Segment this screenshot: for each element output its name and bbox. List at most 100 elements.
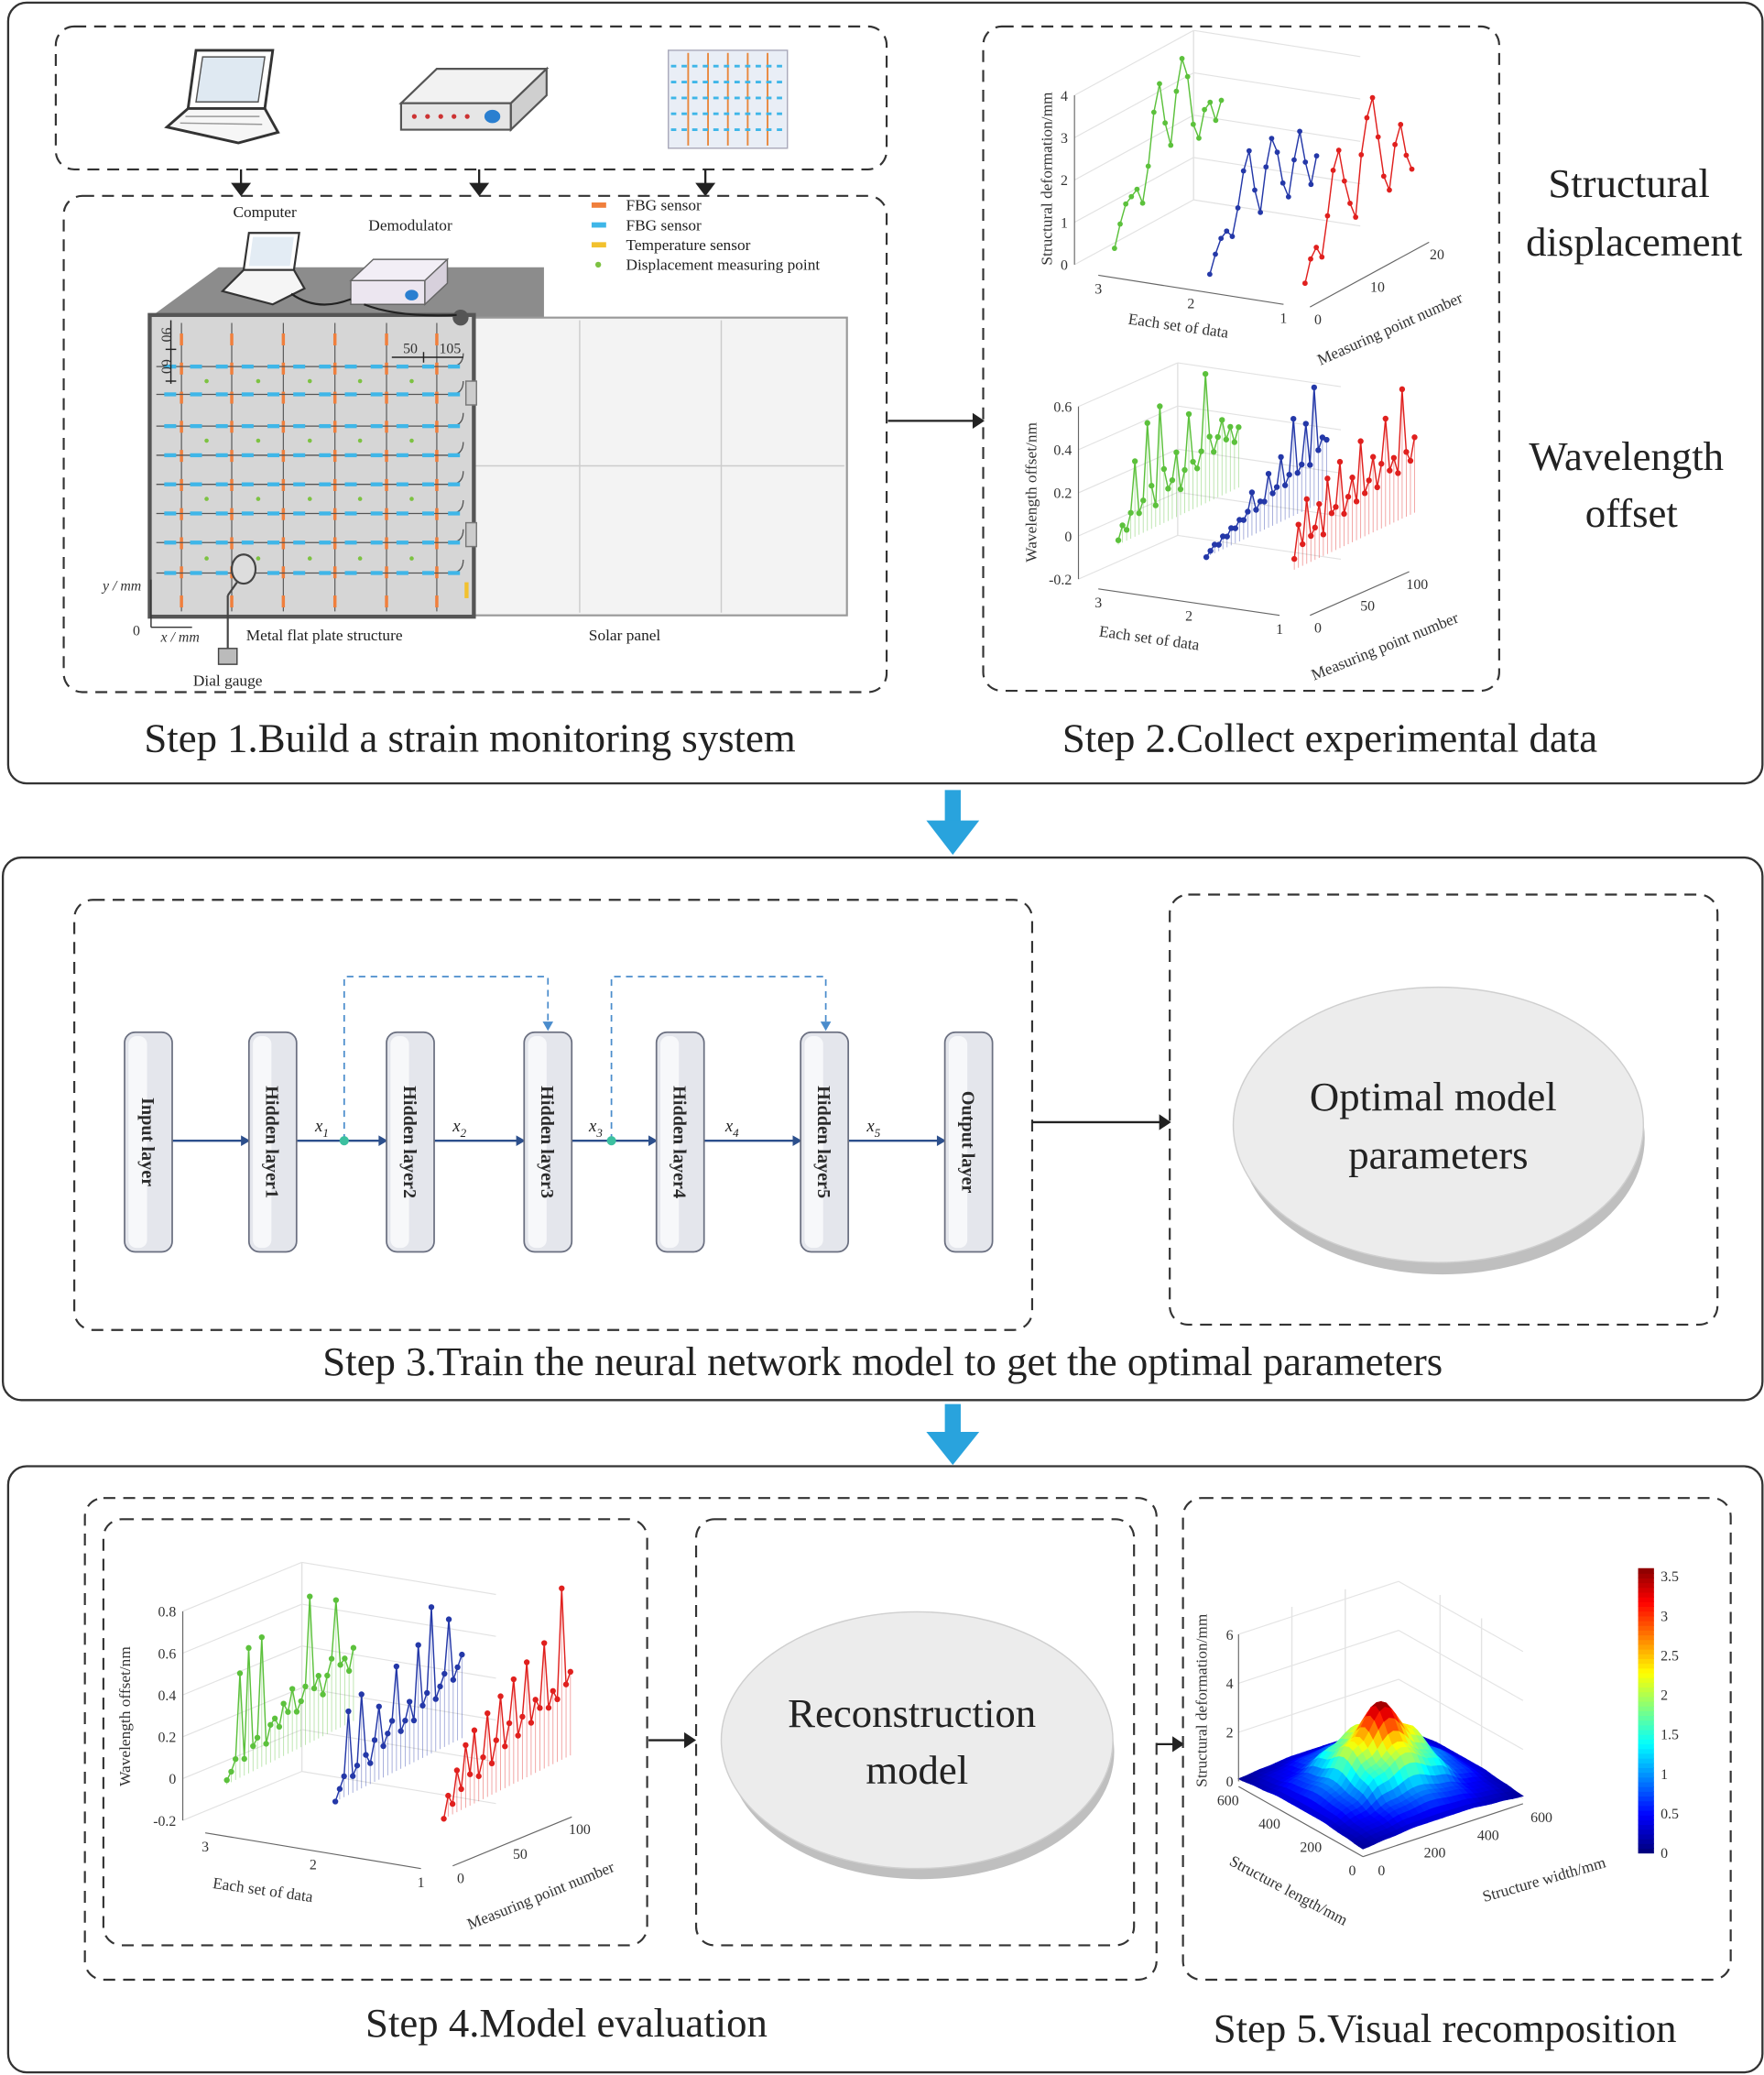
data-point	[1240, 517, 1247, 523]
fbg-sensor-orange	[435, 478, 439, 491]
fbg-sensor-blue	[422, 392, 435, 397]
data-point	[285, 1709, 291, 1715]
layer-highlight	[948, 1036, 968, 1249]
data-point	[1119, 522, 1126, 529]
data-point	[1169, 476, 1176, 484]
fbg-sensor-orange	[281, 362, 286, 375]
fbg-sensor-blue	[241, 511, 254, 516]
fbg-sensor-blue	[293, 364, 306, 369]
fbg-sensor-orange	[332, 420, 337, 433]
data-point	[1336, 458, 1344, 465]
fbg-sensor-blue	[422, 541, 435, 545]
data-point	[1263, 164, 1269, 170]
data-point	[345, 1667, 353, 1675]
layer-highlight	[660, 1036, 680, 1249]
system-box	[62, 194, 888, 693]
data-point	[445, 1616, 452, 1622]
signal-label: x4	[724, 1117, 739, 1140]
data-point	[298, 1698, 304, 1705]
grid-line	[301, 1645, 496, 1679]
data-point	[463, 1742, 469, 1749]
signal-label: x2	[452, 1117, 466, 1140]
set-tick-label: 1	[418, 1875, 425, 1891]
data-point	[1311, 384, 1318, 391]
fbg-sensor-blue	[164, 571, 177, 575]
legend-label: FBG sensor	[626, 197, 702, 214]
data-point	[367, 1760, 374, 1766]
grid-line	[1078, 534, 1179, 580]
colorbar-segment	[1638, 1720, 1654, 1726]
data-point	[1245, 508, 1251, 515]
colorbar-segment	[1638, 1743, 1654, 1750]
neural-network: Input layer Hidden layer1 Hidden layer2 Hid…	[124, 976, 994, 1253]
fbg-sensor-orange	[385, 508, 388, 520]
fbg-sensor-orange	[385, 566, 388, 579]
colorbar-tick-label: 0.5	[1661, 1807, 1679, 1822]
data-point	[1128, 193, 1135, 200]
fbg-sensor-blue	[267, 511, 280, 516]
colorbar-segment	[1638, 1767, 1654, 1774]
fbg-sensor-blue	[422, 482, 435, 486]
data-point	[458, 1786, 464, 1793]
data-point	[1345, 494, 1352, 500]
fbg-sensor-orange	[180, 508, 183, 520]
colorbar-segment	[1638, 1648, 1654, 1655]
laptop-icon	[164, 49, 280, 145]
colorbar-segment	[1638, 1663, 1654, 1669]
skip-node	[606, 1136, 616, 1146]
displacement-measuring-point	[409, 438, 414, 443]
data-point	[497, 1693, 504, 1699]
data-point	[250, 1742, 256, 1750]
z-tick-label: 1	[1061, 215, 1068, 231]
data-point	[1207, 548, 1214, 554]
series-line	[1304, 97, 1413, 284]
mp-axis	[452, 1816, 572, 1867]
data-point	[342, 1655, 348, 1662]
fbg-sensor-orange	[332, 537, 337, 550]
fbg-sensor-orange	[385, 391, 388, 404]
data-point	[459, 1651, 465, 1658]
colorbar-tick-label: 2.5	[1661, 1648, 1679, 1664]
data-point	[510, 1676, 517, 1683]
colorbar-segment	[1638, 1796, 1654, 1802]
fbg-sensor-blue	[396, 364, 408, 369]
displacement-measuring-point	[204, 497, 209, 501]
data-point	[502, 1743, 508, 1750]
data-point	[562, 1681, 570, 1687]
grid-line	[1193, 199, 1361, 227]
data-point	[1299, 461, 1305, 468]
fbg-sensor-orange	[435, 508, 439, 520]
colorbar-tick-label: 1	[1661, 1767, 1668, 1783]
colorbar-segment	[1638, 1644, 1654, 1650]
data-point	[1294, 470, 1301, 476]
fbg-sensor-blue	[267, 482, 280, 486]
data-point	[1341, 178, 1347, 184]
data-point	[1229, 234, 1236, 239]
data-point	[320, 1691, 326, 1698]
data-point	[371, 1737, 378, 1743]
data-point	[1184, 73, 1191, 80]
fbg-sensor-blue	[241, 482, 254, 486]
data-point	[302, 1683, 309, 1690]
fbg-sensor-orange	[180, 537, 183, 550]
fbg-sensor-blue	[344, 571, 357, 575]
data-point	[1392, 141, 1398, 147]
colorbar-segment	[1638, 1781, 1654, 1787]
fbg-sensor-blue	[293, 541, 306, 545]
layer-label: Hidden layer3	[537, 1086, 557, 1198]
data-point	[1320, 531, 1327, 538]
colorbar-segment	[1638, 1596, 1654, 1602]
colorbar-segment	[1638, 1824, 1654, 1830]
fbg-sensor-blue	[319, 482, 332, 486]
set-tick-label: 1	[1276, 622, 1283, 638]
mp-tick-label: 0	[457, 1872, 464, 1887]
colorbar-segment	[1638, 1582, 1654, 1589]
data-point	[332, 1597, 340, 1603]
svg-text:Reconstruction model: Reconstruction model	[788, 1690, 1046, 1793]
colorbar-tick-label: 3	[1661, 1609, 1668, 1624]
grid-line	[1073, 157, 1194, 224]
data-point	[1236, 424, 1242, 431]
fbg-sensor-blue	[344, 364, 357, 369]
displacement-measuring-point	[409, 556, 414, 561]
fbg-sensor-blue	[448, 364, 461, 369]
